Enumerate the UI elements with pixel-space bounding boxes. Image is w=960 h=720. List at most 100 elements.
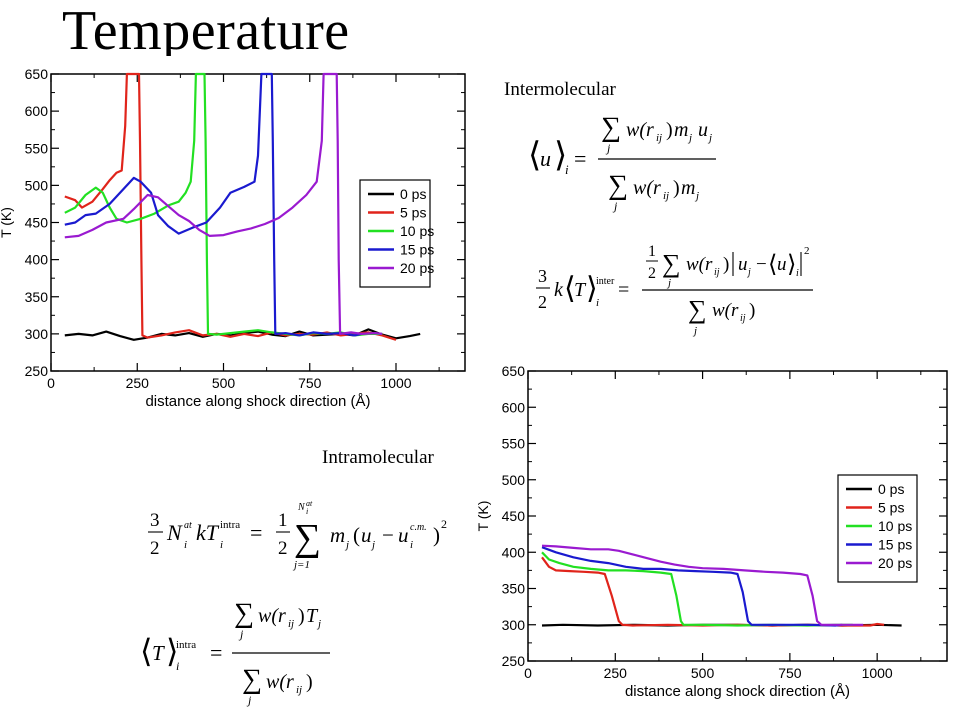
equation-inter-temperature: 3 2 k ⟨ T ⟩ inter i = 1 2 ∑ j w(r ij ) u…	[528, 234, 818, 344]
y-tick-label: 300	[502, 617, 526, 633]
svg-text:ij: ij	[714, 267, 720, 278]
svg-text:i: i	[596, 297, 599, 309]
x-tick-label: 750	[298, 375, 322, 391]
svg-text:inter: inter	[596, 276, 615, 287]
x-tick-label: 250	[604, 665, 628, 681]
equation-intra-average: ⟨ T ⟩ intra i = ∑ j w(r ij ) T j ∑ j w(r…	[138, 592, 358, 712]
svg-text:m: m	[330, 523, 345, 547]
chart-bottom: 0 250 500 750 100025030035040045050055060065…	[475, 362, 955, 714]
svg-text:c.m.: c.m.	[410, 522, 427, 533]
series-line-20-ps	[542, 546, 863, 625]
svg-text:w(r: w(r	[258, 605, 286, 627]
svg-text:at: at	[184, 520, 192, 531]
svg-text:ij: ij	[663, 190, 669, 202]
x-tick-label: 250	[126, 375, 150, 391]
y-tick-label: 300	[25, 326, 49, 342]
svg-text:2: 2	[538, 292, 547, 312]
svg-text:ij: ij	[740, 313, 746, 324]
svg-text:j: j	[666, 277, 671, 289]
svg-text:2: 2	[804, 245, 810, 257]
svg-text:u: u	[738, 254, 748, 275]
y-tick-label: 450	[502, 508, 526, 524]
svg-text:∑: ∑	[662, 249, 681, 278]
svg-text:N: N	[166, 520, 183, 545]
x-axis-label: distance along shock direction (Å)	[625, 683, 850, 700]
svg-text:−: −	[756, 254, 767, 275]
legend-label: 20 ps	[400, 260, 434, 276]
svg-text:ij: ij	[656, 132, 662, 144]
svg-text:(: (	[353, 523, 360, 547]
svg-text:ij: ij	[296, 684, 302, 696]
svg-text:): )	[306, 671, 313, 693]
svg-text:w(r: w(r	[266, 671, 294, 693]
svg-text:i: i	[184, 539, 187, 551]
svg-text:w(r: w(r	[626, 119, 654, 141]
legend-label: 15 ps	[400, 242, 434, 258]
svg-text:): )	[666, 119, 673, 141]
svg-text:∑: ∑	[234, 598, 254, 629]
legend-label: 0 ps	[878, 481, 904, 497]
y-tick-label: 550	[502, 436, 526, 452]
y-tick-label: 250	[25, 363, 49, 379]
y-tick-label: 650	[502, 363, 526, 379]
series-line-5-ps	[65, 74, 396, 340]
svg-text:i: i	[220, 539, 223, 551]
svg-text:w(r: w(r	[633, 177, 661, 199]
svg-text:3: 3	[538, 266, 547, 286]
svg-text:k: k	[554, 279, 564, 301]
y-tick-label: 350	[502, 581, 526, 597]
y-tick-label: 650	[25, 66, 49, 82]
svg-text:2: 2	[278, 538, 288, 559]
legend-label: 20 ps	[878, 555, 912, 571]
legend-label: 5 ps	[400, 205, 426, 221]
series-line-15-ps	[542, 547, 842, 625]
svg-text:j: j	[246, 693, 252, 707]
svg-text:2: 2	[150, 538, 160, 559]
legend-label: 15 ps	[878, 537, 912, 553]
intramolecular-label: Intramolecular	[322, 447, 434, 469]
svg-text:): )	[433, 523, 440, 547]
y-tick-label: 500	[502, 472, 526, 488]
svg-text:): )	[298, 605, 305, 627]
legend-label: 0 ps	[400, 186, 426, 202]
y-tick-label: 500	[25, 177, 49, 193]
svg-text:i: i	[565, 162, 569, 177]
y-tick-label: 350	[25, 289, 49, 305]
svg-text:): )	[673, 177, 680, 199]
svg-text:j: j	[692, 325, 697, 337]
svg-text:u: u	[698, 119, 708, 141]
series-line-10-ps	[542, 552, 853, 625]
svg-text:intra: intra	[176, 639, 196, 651]
svg-text:⟩: ⟩	[787, 252, 796, 278]
svg-text:∑: ∑	[688, 295, 707, 324]
svg-text:i: i	[410, 539, 413, 551]
svg-text:j: j	[612, 199, 618, 213]
svg-text:j: j	[605, 141, 611, 155]
y-tick-label: 600	[502, 399, 526, 415]
svg-text:N: N	[297, 502, 306, 513]
svg-text:1: 1	[648, 243, 656, 260]
svg-text:2: 2	[441, 517, 447, 531]
svg-text:i: i	[176, 659, 179, 673]
equation-intra-kinetic: 3 2 N at i kT intra i = 1 2 ∑ N at i j=1…	[140, 498, 480, 578]
svg-text:intra: intra	[220, 519, 240, 531]
y-axis-label: T (K)	[0, 207, 14, 238]
svg-text:i: i	[306, 507, 308, 516]
svg-text:m: m	[681, 177, 695, 199]
y-tick-label: 250	[502, 653, 526, 669]
x-tick-label: 0	[47, 375, 55, 391]
chart-top: 0 250 500 750 100025030035040045050055060065…	[0, 62, 490, 408]
svg-text:j=1: j=1	[292, 559, 310, 571]
x-tick-label: 500	[212, 375, 236, 391]
svg-text:=: =	[618, 279, 629, 301]
equation-mean-velocity: ⟨ u ⟩ i = ∑ j w(r ij ) m j u j ∑ j w(r i…	[526, 108, 746, 218]
svg-text:⟨: ⟨	[140, 633, 152, 669]
svg-text:u: u	[398, 523, 409, 547]
svg-text:u: u	[361, 523, 372, 547]
svg-text:): )	[723, 254, 729, 275]
y-tick-label: 600	[25, 103, 49, 119]
legend-label: 10 ps	[400, 223, 434, 239]
svg-text:1: 1	[278, 510, 288, 531]
svg-text:∑: ∑	[608, 170, 628, 201]
svg-text:−: −	[382, 523, 394, 547]
